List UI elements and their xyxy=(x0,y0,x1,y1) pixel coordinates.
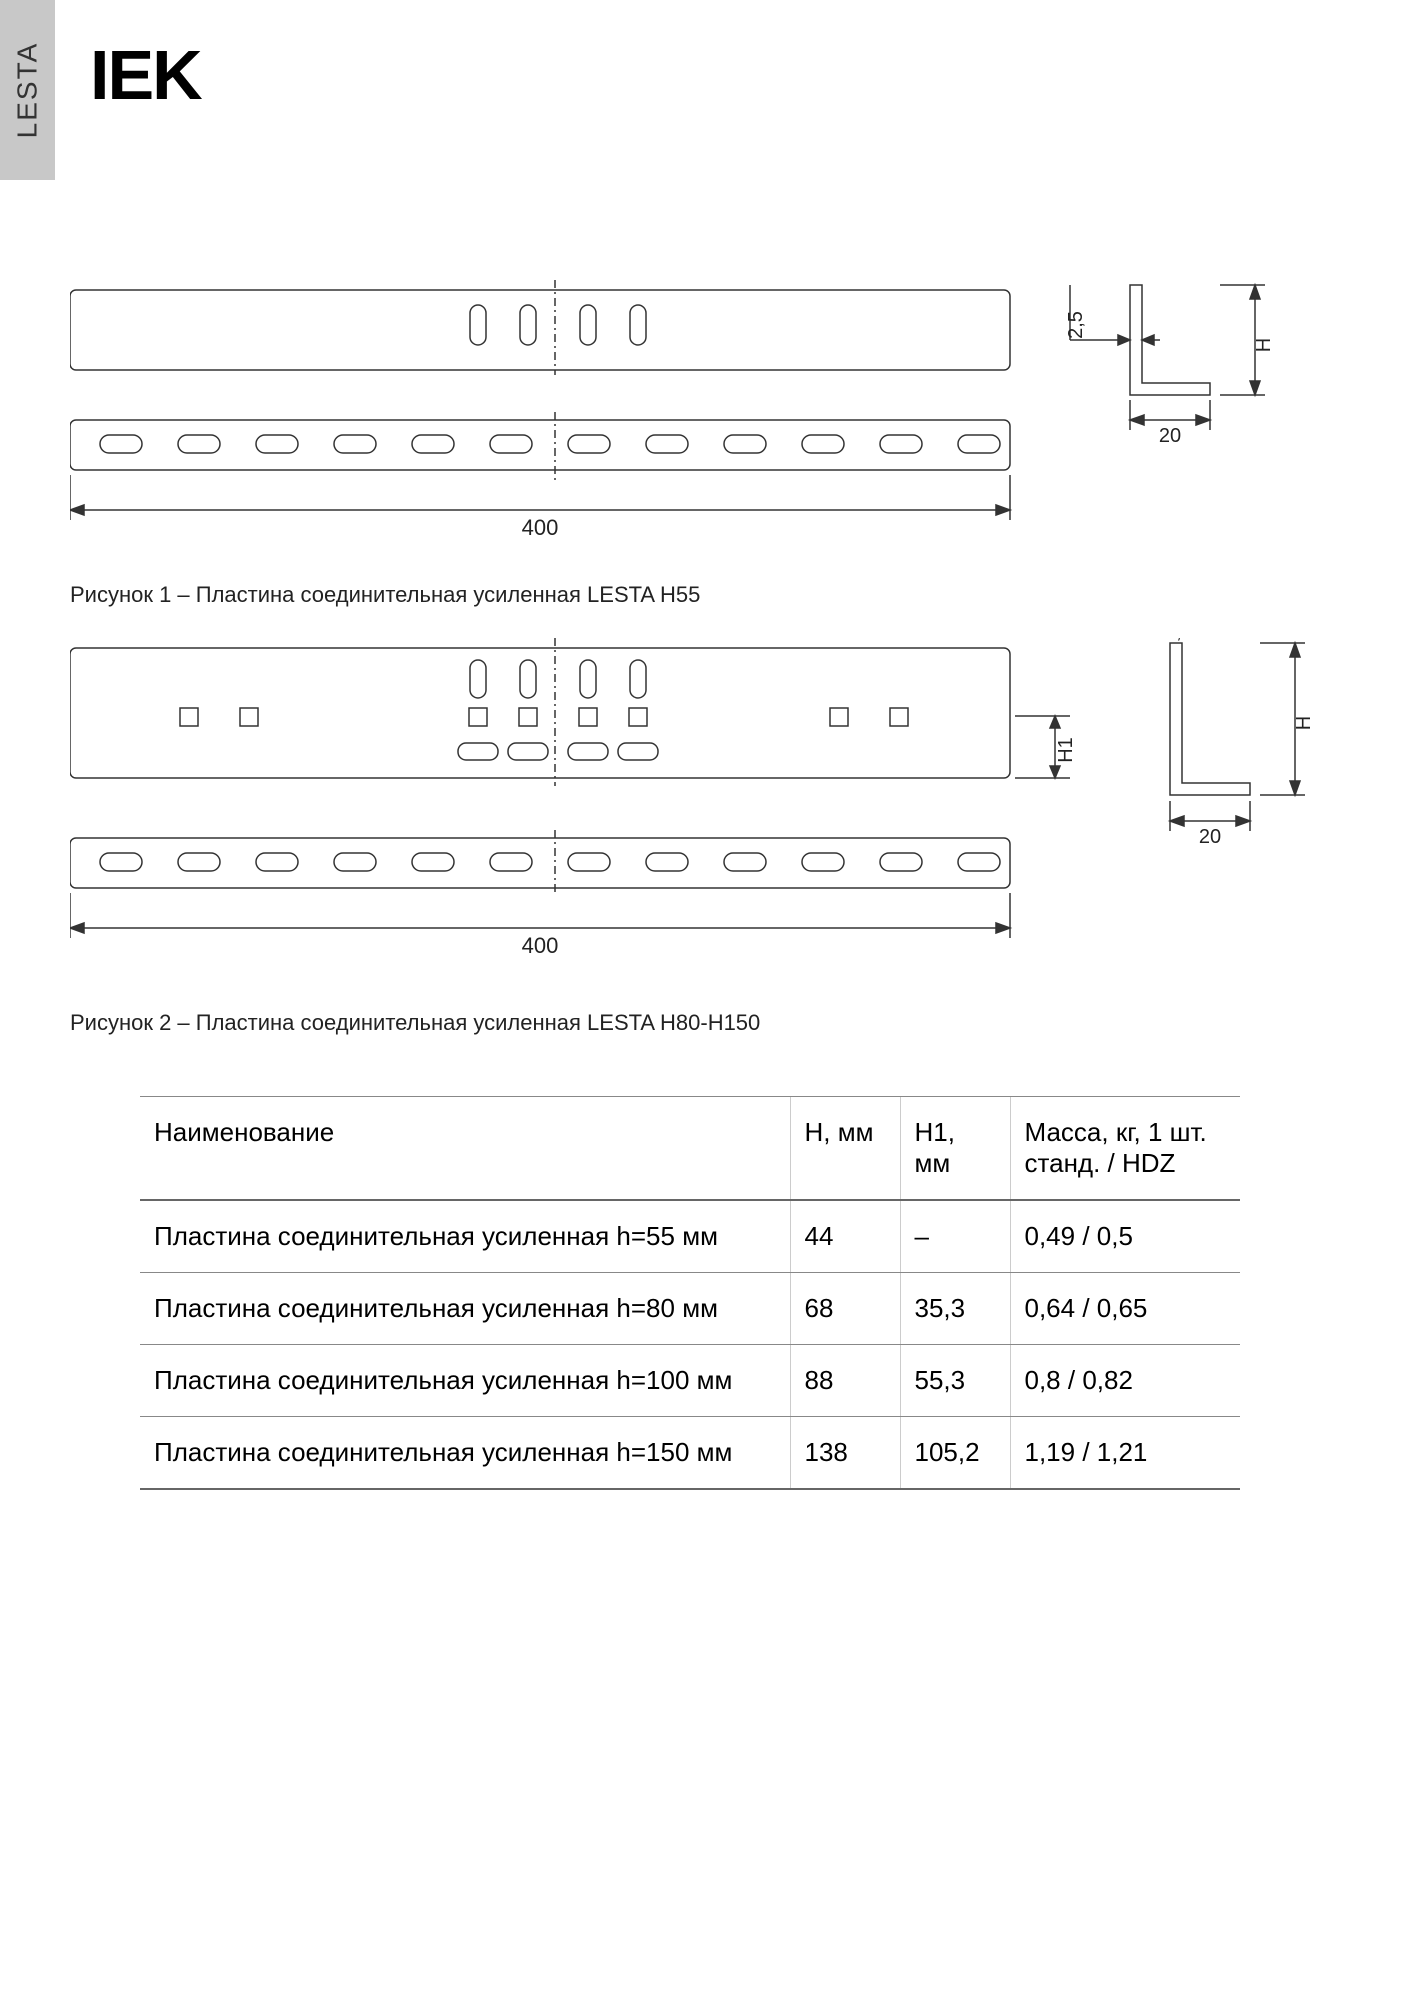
side-tab-label: LESTA xyxy=(12,42,44,139)
spec-table: Наименование H, мм H1, мм Масса, кг, 1 ш… xyxy=(140,1096,1240,1490)
cell: 55,3 xyxy=(900,1345,1010,1417)
cell: Пластина соединительная усиленная h=100 … xyxy=(140,1345,790,1417)
table-row: Пластина соединительная усиленная h=55 м… xyxy=(140,1200,1240,1273)
table-header-row: Наименование H, мм H1, мм Масса, кг, 1 ш… xyxy=(140,1097,1240,1201)
col-mass: Масса, кг, 1 шт. станд. / HDZ xyxy=(1010,1097,1240,1201)
cell: 0,49 / 0,5 xyxy=(1010,1200,1240,1273)
fig1-dim-width: 20 xyxy=(1159,425,1181,447)
figure-1-caption: Рисунок 1 – Пластина соединительная усил… xyxy=(70,582,1350,608)
fig2-dim-length: 400 xyxy=(522,933,559,958)
figure-1-drawing: 400 2,5 H 20 xyxy=(70,280,1350,570)
figure-2-drawing: 400 H1 2,5 H 20 xyxy=(70,638,1350,998)
fig1-dim-length: 400 xyxy=(522,515,559,540)
cell: – xyxy=(900,1200,1010,1273)
fig1-dim-thickness: 2,5 xyxy=(1065,311,1087,339)
cell: Пластина соединительная усиленная h=80 м… xyxy=(140,1273,790,1345)
cell: 35,3 xyxy=(900,1273,1010,1345)
cell: 0,8 / 0,82 xyxy=(1010,1345,1240,1417)
cell: 138 xyxy=(790,1417,900,1490)
fig2-dim-h: H xyxy=(1293,716,1315,730)
cell: Пластина соединительная усиленная h=55 м… xyxy=(140,1200,790,1273)
side-tab: LESTA xyxy=(0,0,55,180)
cell: Пластина соединительная усиленная h=150 … xyxy=(140,1417,790,1490)
fig2-dim-width: 20 xyxy=(1199,826,1221,848)
table-row: Пластина соединительная усиленная h=100 … xyxy=(140,1345,1240,1417)
table-row: Пластина соединительная усиленная h=80 м… xyxy=(140,1273,1240,1345)
fig2-dim-thickness: 2,5 xyxy=(1165,638,1193,643)
cell: 88 xyxy=(790,1345,900,1417)
cell: 105,2 xyxy=(900,1417,1010,1490)
cell: 68 xyxy=(790,1273,900,1345)
fig1-dim-h: H xyxy=(1253,338,1275,352)
cell: 44 xyxy=(790,1200,900,1273)
logo: IEK xyxy=(90,35,201,115)
figure-2-caption: Рисунок 2 – Пластина соединительная усил… xyxy=(70,1010,1350,1036)
col-name: Наименование xyxy=(140,1097,790,1201)
col-h1: H1, мм xyxy=(900,1097,1010,1201)
table-row: Пластина соединительная усиленная h=150 … xyxy=(140,1417,1240,1490)
fig2-dim-h1: H1 xyxy=(1055,737,1077,763)
col-h: H, мм xyxy=(790,1097,900,1201)
cell: 1,19 / 1,21 xyxy=(1010,1417,1240,1490)
cell: 0,64 / 0,65 xyxy=(1010,1273,1240,1345)
